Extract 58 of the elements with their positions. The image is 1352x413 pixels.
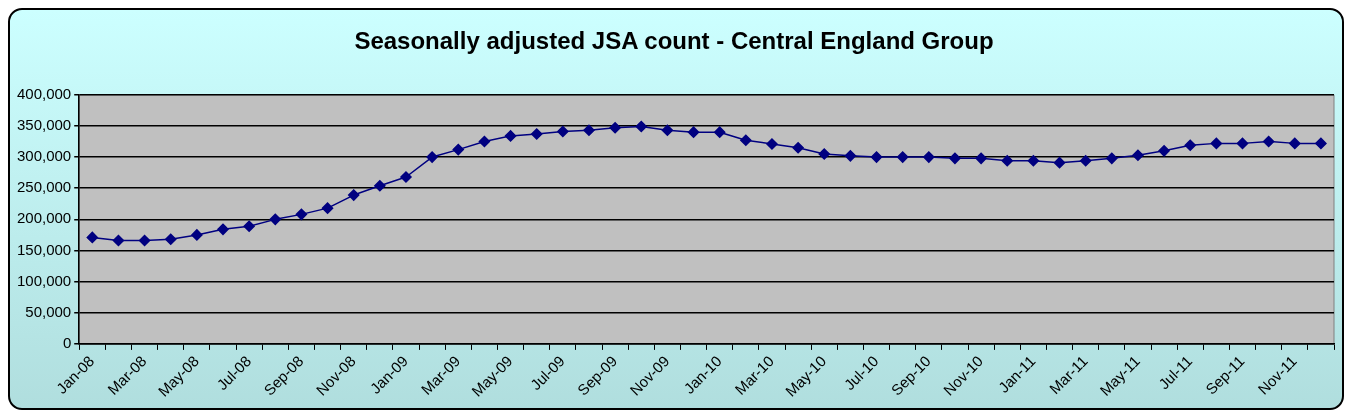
point [347, 189, 360, 201]
point [740, 134, 752, 147]
point [870, 151, 883, 163]
point [1210, 137, 1223, 150]
point [243, 220, 255, 232]
point [321, 202, 334, 214]
point [792, 141, 804, 154]
point [164, 233, 177, 246]
point [818, 148, 830, 160]
point [191, 229, 203, 241]
point [609, 122, 621, 134]
point [1262, 135, 1275, 148]
y-tick-label: 100,000 [16, 271, 72, 289]
point [400, 171, 412, 183]
point [583, 124, 595, 137]
point [949, 152, 961, 165]
point [923, 151, 935, 163]
point [1079, 155, 1092, 167]
point [1053, 156, 1066, 169]
point [374, 179, 386, 192]
point [1027, 155, 1040, 167]
y-tick-label: 200,000 [16, 209, 72, 227]
y-tick-label: 0 [62, 334, 72, 352]
point [766, 138, 778, 150]
point [138, 234, 151, 247]
point [713, 126, 726, 138]
point [557, 125, 569, 138]
point [1289, 137, 1301, 150]
point [1315, 137, 1327, 150]
point [1184, 139, 1196, 151]
point [530, 128, 543, 140]
point [295, 208, 308, 221]
point [112, 234, 125, 247]
point [844, 150, 857, 162]
point [86, 231, 99, 244]
point [504, 130, 517, 142]
point [975, 152, 987, 165]
point [1236, 137, 1249, 150]
point [635, 120, 648, 133]
point [661, 124, 674, 137]
y-tick-label: 250,000 [16, 178, 72, 196]
point [452, 143, 465, 156]
y-tick-label: 300,000 [16, 147, 72, 165]
point [1106, 152, 1118, 165]
point [1158, 145, 1170, 157]
point [896, 151, 909, 163]
point [269, 213, 282, 226]
point [426, 151, 438, 163]
point [1001, 155, 1013, 167]
point [687, 126, 700, 138]
y-tick-label: 350,000 [16, 116, 72, 134]
y-tick-label: 150,000 [16, 240, 72, 258]
chart-title: Seasonally adjusted JSA count - Central England Group [354, 27, 994, 55]
point [478, 135, 491, 148]
y-tick-label: 400,000 [16, 84, 72, 102]
y-tick-label: 50,000 [25, 302, 72, 320]
point [1132, 149, 1144, 161]
point [217, 223, 229, 236]
